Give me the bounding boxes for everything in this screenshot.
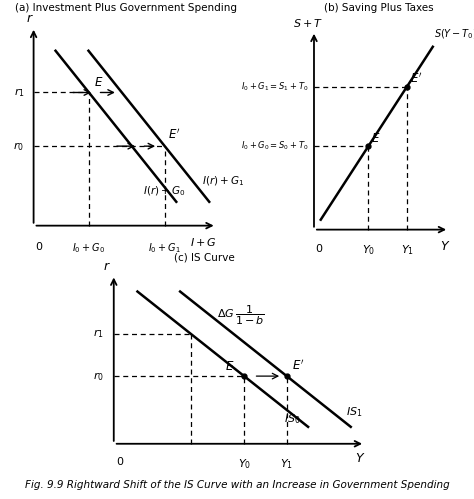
Text: $r$: $r$: [103, 260, 110, 273]
Text: $IS_0$: $IS_0$: [284, 412, 301, 426]
Text: $S(Y-T_0)+T_0$: $S(Y-T_0)+T_0$: [434, 27, 474, 41]
Text: $Y$: $Y$: [355, 452, 365, 465]
Text: $Y_0$: $Y_0$: [362, 244, 375, 257]
Text: $r_0$: $r_0$: [93, 370, 104, 383]
Text: $r_0$: $r_0$: [13, 140, 25, 153]
Text: $I(r) + G_1$: $I(r) + G_1$: [202, 174, 244, 188]
Text: $I(r) + G_0$: $I(r) + G_0$: [143, 184, 186, 198]
Text: $I_0+G_1$: $I_0+G_1$: [148, 242, 181, 255]
Text: 0: 0: [36, 242, 43, 251]
Text: $E$: $E$: [94, 75, 104, 88]
Text: $E'$: $E'$: [410, 71, 422, 85]
Text: $Y_1$: $Y_1$: [401, 244, 413, 257]
Text: (c) IS Curve: (c) IS Curve: [174, 252, 235, 262]
Text: $I+G$: $I+G$: [190, 236, 217, 248]
Text: $E'$: $E'$: [292, 358, 304, 373]
Text: $IS_1$: $IS_1$: [346, 405, 363, 419]
Text: 0: 0: [315, 244, 322, 253]
Text: $S+T$: $S+T$: [293, 17, 324, 29]
Text: 0: 0: [116, 457, 123, 467]
Text: $r_1$: $r_1$: [14, 86, 25, 99]
Text: $E$: $E$: [371, 132, 381, 145]
Text: Fig. 9.9 Rightward Shift of the IS Curve with an Increase in Government Spending: Fig. 9.9 Rightward Shift of the IS Curve…: [25, 480, 449, 490]
Text: $\Delta G\,\dfrac{1}{1-b}$: $\Delta G\,\dfrac{1}{1-b}$: [217, 303, 264, 327]
Text: $r_1$: $r_1$: [93, 327, 104, 340]
Text: $Y_1$: $Y_1$: [280, 457, 293, 471]
Text: $r$: $r$: [26, 12, 34, 25]
Text: $Y$: $Y$: [440, 240, 450, 252]
Text: $E'$: $E'$: [168, 128, 181, 142]
Text: (a) Investment Plus Government Spending: (a) Investment Plus Government Spending: [15, 3, 237, 13]
Text: $I_0+G_1=S_1+T_0$: $I_0+G_1=S_1+T_0$: [241, 80, 309, 93]
Text: $E$: $E$: [225, 360, 235, 373]
Text: $I_0+G_0=S_0+T_0$: $I_0+G_0=S_0+T_0$: [241, 140, 309, 152]
Text: (b) Saving Plus Taxes: (b) Saving Plus Taxes: [324, 3, 434, 13]
Text: $Y_0$: $Y_0$: [237, 457, 251, 471]
Text: $I_0+G_0$: $I_0+G_0$: [73, 242, 105, 255]
